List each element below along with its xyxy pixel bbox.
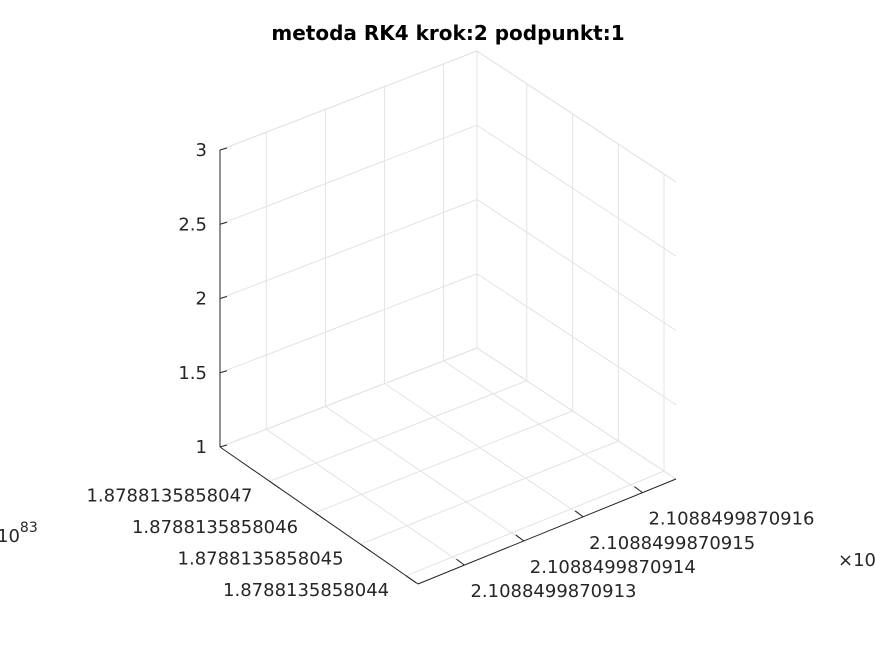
z-tick-label: 2 xyxy=(196,289,207,310)
y-tick-label: 1.8788135858044 xyxy=(223,580,389,601)
y-tick-mark xyxy=(360,543,371,552)
x-tick-label: 2.1088499870913 xyxy=(470,581,636,602)
z-tick-mark xyxy=(219,221,228,225)
box-edge-floor-right xyxy=(476,347,677,480)
grid-line-z-right-wall xyxy=(476,124,677,257)
y-axis-ticks: 1.8788135858044 1.8788135858045 1.87881358… xyxy=(86,480,417,601)
y-tick-mark xyxy=(269,480,280,489)
y-tick-mark xyxy=(405,575,417,584)
box-edge-top-right xyxy=(476,50,677,183)
grid-line-y-floor xyxy=(314,410,573,514)
z-tick-mark xyxy=(219,370,228,374)
x-tick-mark xyxy=(634,486,643,494)
z-tick-label: 1 xyxy=(196,437,207,458)
grid-line-x-floor xyxy=(384,383,584,518)
grid-line-x-floor xyxy=(265,428,465,566)
z-axis-ticks: 1 1.5 2 2.5 3 xyxy=(178,140,228,458)
x-tick-mark xyxy=(515,534,525,542)
chart-title: metoda RK4 krok:2 podpunkt:1 xyxy=(271,21,624,45)
x-axis-exponent-label: ×10 xyxy=(838,550,875,571)
y-tick-mark xyxy=(314,512,326,521)
y-axis-exponent-label: 1083 xyxy=(0,520,38,547)
z-tick-mark xyxy=(219,147,228,151)
grid-line-z-right-wall xyxy=(476,273,677,406)
z-tick-label: 2.5 xyxy=(178,214,207,235)
z-tick-label: 1.5 xyxy=(178,363,207,384)
grid-line-x-floor xyxy=(443,360,643,494)
grid-line-x-floor xyxy=(325,405,525,542)
grid-line-z-right-wall xyxy=(476,199,677,331)
x-axis-ticks: 2.1088499870913 2.1088499870914 2.10884998… xyxy=(456,486,815,602)
grid-line-z-left-wall xyxy=(219,273,478,374)
x-axis-line xyxy=(417,478,677,585)
x-tick-mark xyxy=(456,558,465,566)
grid-line-z-left-wall xyxy=(219,124,478,225)
box-edge-top-left xyxy=(219,50,478,151)
y-axis-exponent-power: 83 xyxy=(20,520,38,536)
grid-line-y-floor xyxy=(405,470,665,577)
grid-lines xyxy=(219,50,677,577)
x-tick-mark xyxy=(574,510,584,518)
grid-line-z-left-wall xyxy=(219,199,478,299)
grid-line-y-floor xyxy=(360,440,619,545)
z-tick-mark xyxy=(219,444,228,448)
z-tick-mark xyxy=(219,296,228,299)
box-edge-floor-left xyxy=(219,347,478,448)
x-tick-label: 2.1088499870916 xyxy=(648,509,814,530)
y-tick-label: 1.8788135858046 xyxy=(132,517,298,538)
y-tick-label: 1.8788135858047 xyxy=(86,485,252,506)
grid-line-y-floor xyxy=(269,380,527,482)
y-tick-label: 1.8788135858045 xyxy=(178,548,344,569)
x-tick-label: 2.1088499870915 xyxy=(589,533,755,554)
z-tick-label: 3 xyxy=(196,140,207,161)
x-tick-label: 2.1088499870914 xyxy=(530,557,696,578)
